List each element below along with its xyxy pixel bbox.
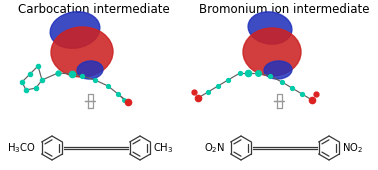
Ellipse shape [264, 61, 292, 79]
Polygon shape [274, 94, 284, 101]
Polygon shape [85, 94, 95, 101]
Text: Carbocation intermediate: Carbocation intermediate [18, 3, 170, 16]
Ellipse shape [248, 12, 292, 44]
Ellipse shape [243, 28, 301, 76]
Text: O$_2$N: O$_2$N [204, 141, 225, 155]
Text: NO$_2$: NO$_2$ [342, 141, 363, 155]
Ellipse shape [77, 61, 103, 79]
Polygon shape [87, 101, 93, 108]
Text: CH$_3$: CH$_3$ [153, 141, 174, 155]
Text: H$_3$CO: H$_3$CO [8, 141, 36, 155]
Polygon shape [276, 101, 282, 108]
Text: Bromonium ion intermediate: Bromonium ion intermediate [199, 3, 369, 16]
Ellipse shape [50, 12, 100, 48]
Ellipse shape [51, 27, 113, 77]
